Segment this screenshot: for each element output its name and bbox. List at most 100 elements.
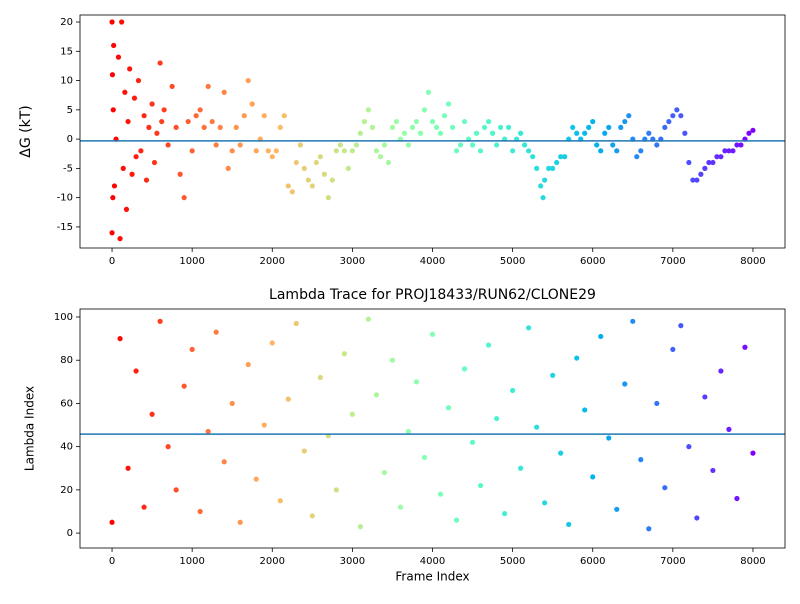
data-point — [161, 107, 167, 113]
y-tick-label: 20 — [60, 485, 73, 496]
data-point — [678, 323, 684, 329]
data-point — [510, 387, 516, 394]
data-point — [325, 195, 331, 201]
data-point — [710, 467, 716, 474]
data-point — [662, 124, 668, 131]
data-point — [518, 465, 524, 471]
data-point — [317, 374, 323, 381]
data-point — [357, 130, 363, 136]
data-point — [229, 400, 235, 407]
data-point — [297, 142, 303, 148]
data-point — [301, 165, 307, 171]
data-point — [253, 148, 259, 154]
data-point — [138, 148, 144, 154]
data-point — [117, 336, 123, 342]
data-point — [189, 346, 195, 353]
data-point — [461, 366, 468, 372]
data-point — [409, 124, 416, 131]
data-point — [389, 124, 396, 131]
data-point — [510, 148, 516, 154]
data-point — [598, 148, 604, 154]
data-point — [750, 450, 756, 456]
data-point — [574, 355, 580, 361]
data-point — [245, 361, 251, 368]
data-point — [570, 124, 576, 131]
data-point — [433, 124, 440, 131]
data-point — [345, 165, 351, 171]
data-point — [686, 444, 692, 450]
data-point — [154, 130, 160, 136]
data-point — [469, 142, 476, 148]
data-point — [109, 19, 115, 25]
data-point — [453, 517, 460, 523]
y-tick-label: 0 — [67, 528, 73, 539]
data-point — [690, 177, 696, 183]
data-point — [381, 142, 388, 148]
data-point — [457, 142, 464, 148]
data-point — [506, 124, 512, 131]
data-point — [273, 148, 279, 154]
data-point — [373, 392, 380, 398]
data-point — [558, 450, 564, 456]
data-point — [385, 159, 392, 166]
data-point — [734, 142, 740, 148]
data-point — [666, 118, 672, 125]
data-point — [421, 454, 428, 461]
data-point — [241, 113, 247, 119]
data-point — [429, 118, 436, 125]
data-point — [341, 351, 347, 357]
data-point — [133, 368, 139, 374]
data-point — [149, 411, 155, 417]
data-point — [540, 195, 546, 201]
data-point — [542, 500, 548, 506]
data-point — [289, 189, 295, 195]
data-point — [353, 142, 359, 148]
x-tick-label: 7000 — [660, 556, 685, 567]
data-point — [127, 66, 133, 72]
data-point — [750, 127, 756, 133]
data-point — [337, 142, 343, 148]
data-point — [365, 316, 372, 322]
data-point — [726, 148, 732, 154]
data-point — [602, 130, 608, 136]
data-point — [646, 526, 652, 532]
data-point — [122, 89, 128, 95]
x-tick-label: 5000 — [500, 256, 525, 267]
data-point — [177, 171, 183, 177]
data-point — [369, 124, 376, 131]
x-tick-label: 0 — [109, 556, 115, 567]
data-point — [277, 498, 283, 504]
data-point — [125, 118, 131, 125]
data-point — [550, 165, 556, 171]
data-point — [618, 124, 624, 131]
data-point — [109, 230, 115, 236]
data-point — [253, 476, 259, 482]
data-point — [437, 130, 444, 136]
x-tick-label: 1000 — [179, 256, 204, 267]
data-point — [109, 72, 116, 78]
data-point — [730, 148, 736, 154]
y-tick-label: 5 — [67, 105, 73, 116]
data-point — [542, 177, 548, 183]
data-point — [594, 142, 600, 148]
data-point — [538, 183, 544, 189]
data-point — [309, 183, 315, 189]
data-point — [349, 148, 355, 154]
data-point — [381, 469, 388, 476]
data-point — [502, 511, 508, 517]
y-tick-label: 15 — [60, 46, 73, 57]
data-point — [682, 130, 688, 136]
data-point — [213, 142, 219, 148]
x-tick-label: 2000 — [260, 556, 285, 567]
data-point — [453, 148, 460, 154]
data-point — [173, 124, 179, 131]
data-point — [149, 101, 155, 107]
data-point — [281, 113, 287, 119]
data-point — [702, 165, 708, 171]
data-point — [670, 113, 676, 119]
y-tick-label: 0 — [67, 134, 73, 145]
data-point — [710, 159, 716, 166]
y-axis-label: Lambda Index — [23, 386, 37, 471]
data-point — [526, 325, 532, 331]
data-point — [718, 154, 724, 160]
